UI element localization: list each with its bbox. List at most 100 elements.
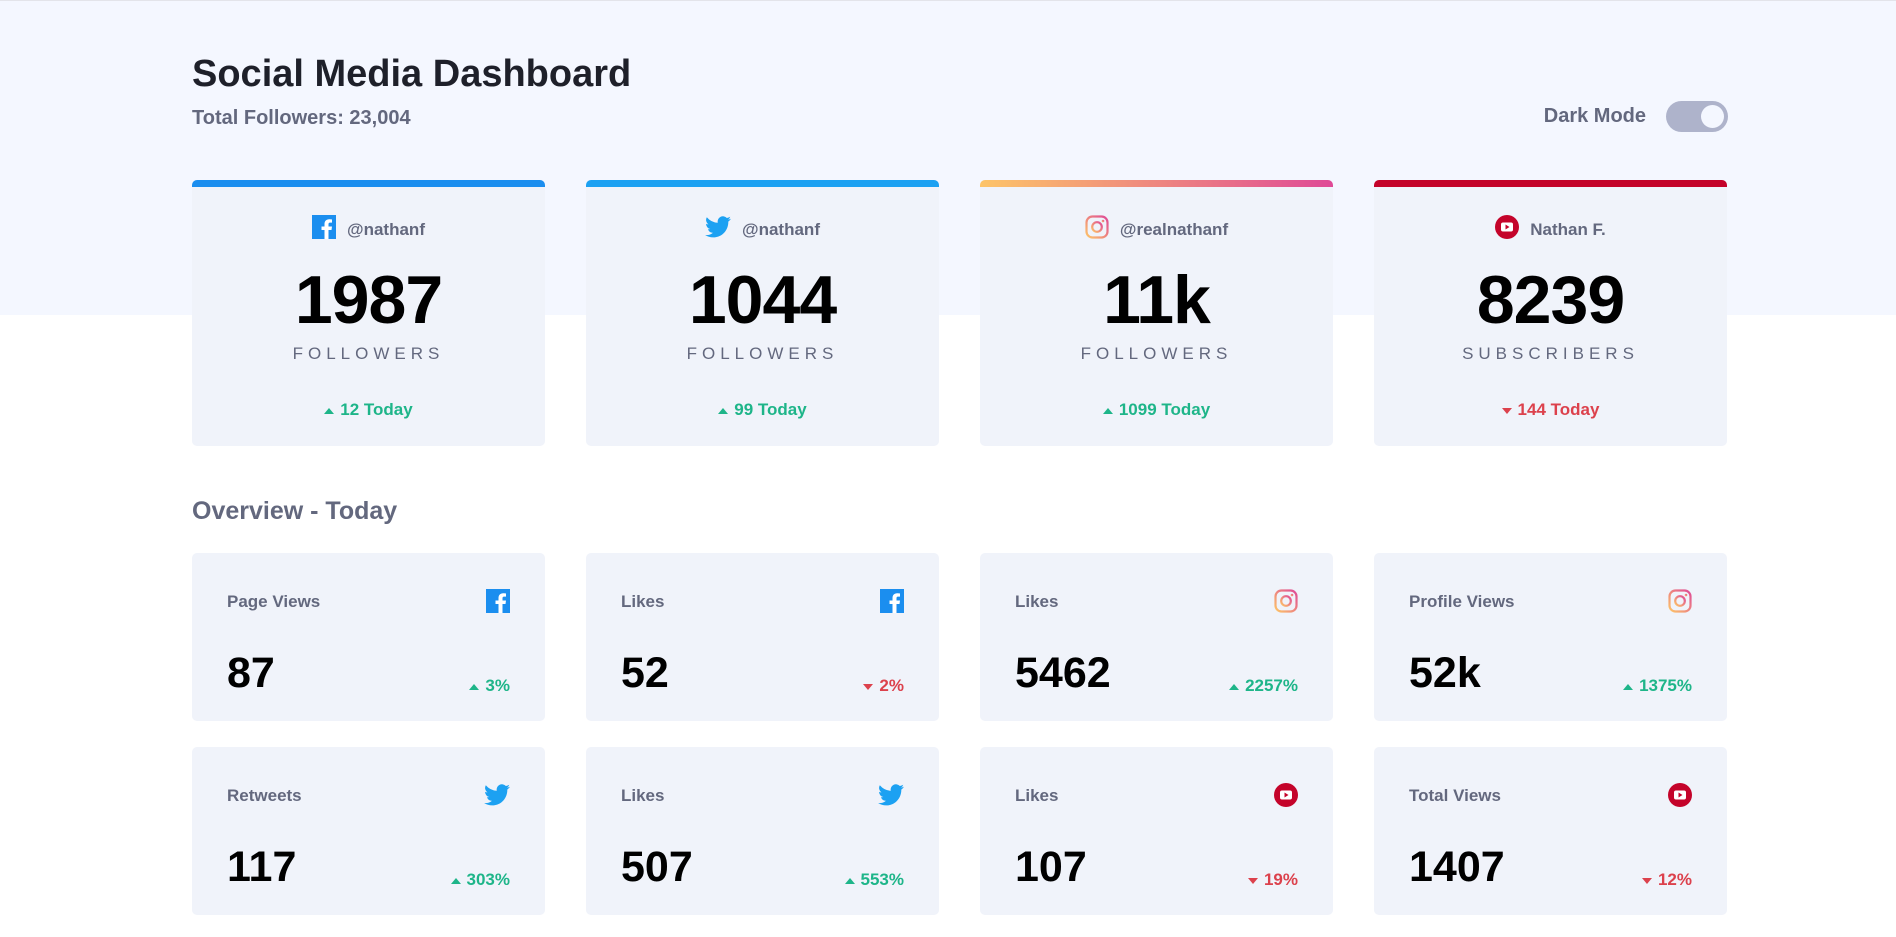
instagram-icon (1085, 215, 1109, 244)
metric-value: 107 (1015, 843, 1087, 891)
metric-change: 19% (1247, 870, 1298, 890)
metric-change: 553% (844, 870, 904, 890)
facebook-icon (312, 215, 337, 244)
overview-card[interactable]: Likes 507 553% (586, 747, 939, 915)
change-text: 553% (860, 870, 904, 889)
arrow-down-icon (1247, 877, 1258, 884)
metric-label: Likes (1015, 592, 1059, 611)
handle-text: @nathanf (742, 219, 820, 239)
arrow-up-icon (1102, 407, 1113, 414)
youtube-icon (1495, 215, 1520, 244)
follower-label: SUBSCRIBERS (1462, 344, 1639, 363)
follower-count: 1987 (294, 262, 443, 338)
overview-card[interactable]: Profile Views 52k 1375% (1374, 553, 1727, 721)
facebook-icon (880, 589, 904, 618)
metric-value: 52 (621, 649, 669, 697)
dark-mode-label: Dark Mode (1543, 105, 1646, 127)
follower-count: 11k (1103, 262, 1211, 338)
twitter-icon (484, 783, 510, 812)
change-text: 12% (1657, 870, 1692, 889)
page-title: Social Media Dashboard (192, 53, 632, 95)
follower-card-facebook[interactable]: @nathanf 1987 FOLLOWERS 12 Today (192, 180, 545, 446)
metric-value: 87 (227, 649, 275, 697)
arrow-down-icon (863, 683, 874, 690)
twitter-icon (705, 215, 732, 244)
today-change: 1099 Today (980, 400, 1333, 420)
overview-title: Overview - Today (192, 497, 398, 525)
arrow-up-icon (469, 683, 480, 690)
arrow-down-icon (1501, 407, 1512, 414)
overview-card[interactable]: Likes 107 19% (980, 747, 1333, 915)
arrow-down-icon (1641, 877, 1652, 884)
metric-label: Profile Views (1409, 592, 1515, 611)
metric-label: Likes (621, 786, 665, 805)
facebook-icon (486, 589, 510, 618)
follower-card-twitter[interactable]: @nathanf 1044 FOLLOWERS 99 Today (586, 180, 939, 446)
metric-label: Likes (1015, 786, 1059, 805)
today-change: 144 Today (1374, 400, 1727, 420)
overview-card[interactable]: Likes 5462 2257% (980, 553, 1333, 721)
arrow-up-icon (718, 407, 729, 414)
change-text: 12 Today (340, 400, 413, 419)
change-text: 3% (485, 676, 510, 695)
today-change: 99 Today (586, 400, 939, 420)
dark-mode-toggle[interactable] (1666, 101, 1728, 132)
arrow-up-icon (1623, 683, 1634, 690)
total-followers: Total Followers: 23,004 (192, 107, 411, 129)
card-accent-bar (980, 180, 1333, 187)
instagram-icon (1274, 589, 1298, 618)
today-change: 12 Today (192, 400, 545, 420)
follower-count: 1044 (688, 262, 837, 338)
overview-card[interactable]: Total Views 1407 12% (1374, 747, 1727, 915)
card-accent-bar (192, 180, 545, 187)
follower-card-youtube[interactable]: Nathan F. 8239 SUBSCRIBERS 144 Today (1374, 180, 1727, 446)
overview-card[interactable]: Likes 52 2% (586, 553, 939, 721)
card-accent-bar (586, 180, 939, 187)
change-text: 303% (466, 870, 510, 889)
metric-value: 117 (227, 843, 297, 891)
youtube-icon (1274, 783, 1298, 812)
change-text: 1375% (1639, 676, 1692, 695)
metric-change: 1375% (1623, 676, 1692, 696)
metric-change: 303% (450, 870, 510, 890)
handle-text: Nathan F. (1530, 219, 1606, 239)
overview-grid: Page Views 87 3% Likes 52 2% Likes 5462 22… (192, 553, 1727, 915)
metric-label: Likes (621, 592, 665, 611)
instagram-icon (1668, 589, 1692, 618)
metric-change: 2257% (1229, 676, 1298, 696)
change-text: 99 Today (734, 400, 807, 419)
metric-value: 1407 (1409, 843, 1505, 891)
twitter-icon (878, 783, 904, 812)
follower-card-instagram[interactable]: @realnathanf 11k FOLLOWERS 1099 Today (980, 180, 1333, 446)
follower-label: FOLLOWERS (686, 344, 839, 363)
change-text: 1099 Today (1118, 400, 1211, 419)
metric-label: Page Views (227, 592, 321, 611)
follower-count: 8239 (1476, 262, 1625, 338)
arrow-up-icon (844, 877, 855, 884)
handle-text: @realnathanf (1119, 219, 1229, 239)
overview-card[interactable]: Retweets 117 303% (192, 747, 545, 915)
youtube-icon (1668, 783, 1692, 812)
card-handle: @realnathanf (980, 215, 1333, 244)
card-handle: @nathanf (586, 215, 939, 244)
metric-label: Retweets (227, 786, 302, 805)
card-handle: @nathanf (192, 215, 545, 244)
metric-change: 12% (1641, 870, 1692, 890)
card-accent-bar (1374, 180, 1727, 187)
follower-label: FOLLOWERS (292, 344, 445, 363)
handle-text: @nathanf (347, 219, 425, 239)
arrow-up-icon (450, 877, 461, 884)
metric-change: 2% (863, 676, 904, 696)
metric-value: 52k (1409, 649, 1481, 697)
metric-change: 3% (469, 676, 510, 696)
overview-card[interactable]: Page Views 87 3% (192, 553, 545, 721)
metric-value: 507 (621, 843, 693, 891)
arrow-up-icon (1229, 683, 1240, 690)
follower-cards: @nathanf 1987 FOLLOWERS 12 Today @nathan… (192, 180, 1727, 446)
change-text: 144 Today (1517, 400, 1600, 419)
arrow-up-icon (324, 407, 335, 414)
toggle-knob (1701, 105, 1724, 128)
follower-label: FOLLOWERS (1080, 344, 1233, 363)
change-text: 19% (1263, 870, 1298, 889)
metric-label: Total Views (1409, 786, 1501, 805)
